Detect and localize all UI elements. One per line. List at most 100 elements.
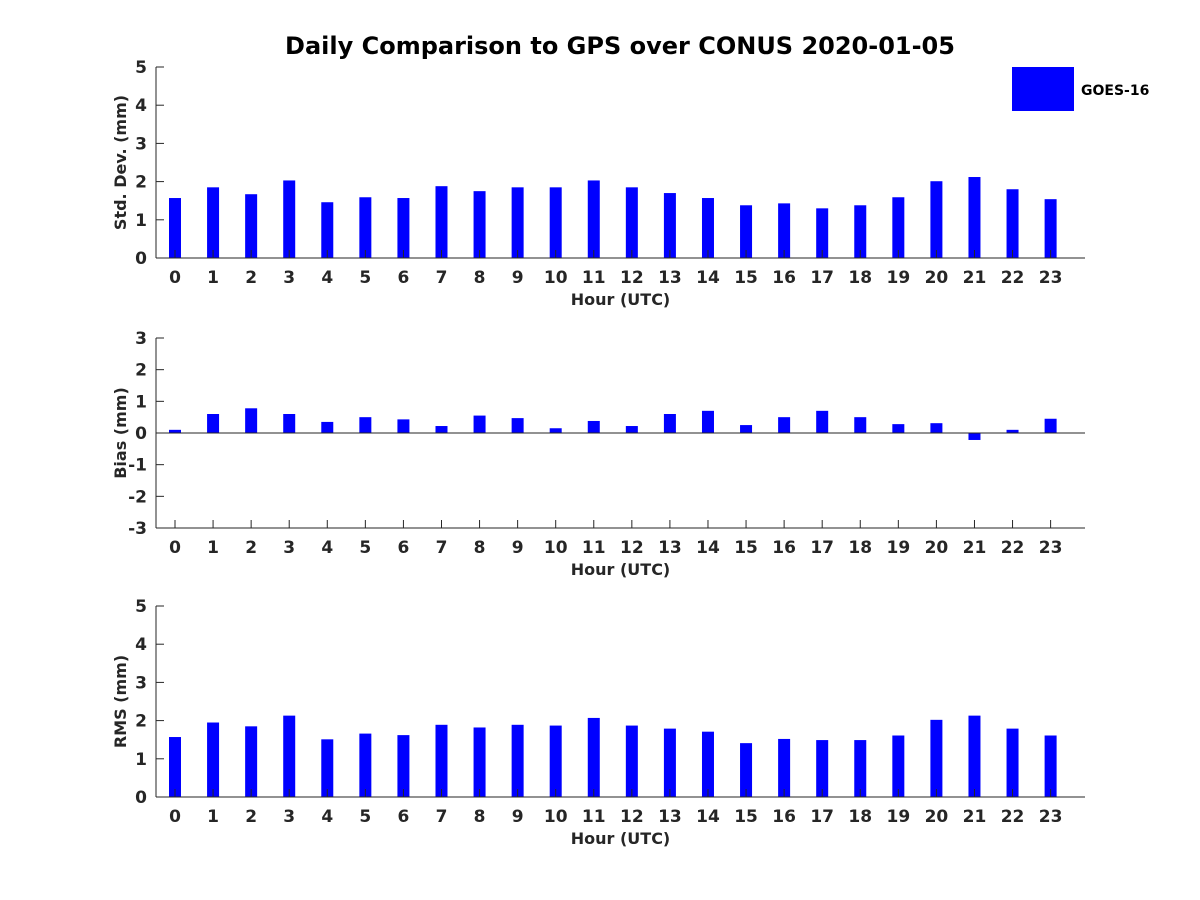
bar-hour-3 [283, 414, 296, 433]
x-tick-label: 16 [772, 268, 796, 288]
x-tick-label: 12 [620, 807, 644, 827]
x-tick-label: 7 [436, 538, 448, 558]
y-tick-label: 0 [135, 424, 147, 444]
bar-hour-4 [321, 739, 334, 797]
x-tick-label: 3 [283, 538, 295, 558]
x-tick-label: 21 [963, 538, 987, 558]
bar-hour-16 [778, 738, 791, 797]
bar-hour-15 [740, 743, 753, 797]
bar-hour-10 [549, 187, 562, 258]
bar-hour-7 [435, 426, 448, 433]
x-tick-label: 19 [886, 268, 910, 288]
x-tick-label: 12 [620, 538, 644, 558]
legend-label: GOES-16 [1081, 83, 1149, 99]
x-tick-label: 3 [283, 807, 295, 827]
y-tick-label: 4 [135, 635, 147, 655]
x-tick-label: 19 [886, 807, 910, 827]
x-tick-label: 17 [810, 807, 834, 827]
x-tick-label: 2 [245, 268, 257, 288]
bar-hour-18 [854, 417, 867, 433]
x-tick-label: 1 [207, 268, 219, 288]
bar-hour-17 [816, 410, 829, 433]
bar-hour-17 [816, 208, 829, 258]
x-tick-label: 14 [696, 268, 720, 288]
bar-hour-2 [245, 408, 258, 433]
bar-hour-9 [511, 724, 524, 797]
x-tick-label: 10 [544, 268, 568, 288]
x-tick-label: 22 [1001, 807, 1025, 827]
x-tick-label: 14 [696, 538, 720, 558]
y-tick-label: -2 [128, 487, 147, 507]
x-tick-label: 15 [734, 807, 758, 827]
x-tick-label: 5 [359, 807, 371, 827]
bar-hour-8 [473, 727, 486, 797]
x-tick-label: 13 [658, 268, 682, 288]
x-tick-label: 16 [772, 807, 796, 827]
bar-hour-11 [587, 717, 600, 797]
bar-hour-1 [207, 414, 220, 433]
bar-hour-7 [435, 186, 448, 258]
y-tick-label: 5 [135, 58, 147, 78]
bar-hour-3 [283, 715, 296, 797]
bar-hour-14 [701, 731, 714, 797]
y-tick-label: 3 [135, 673, 147, 693]
x-tick-label: 11 [582, 807, 606, 827]
x-tick-label: 4 [321, 538, 333, 558]
bar-hour-12 [625, 725, 638, 797]
bar-hour-20 [930, 423, 943, 433]
x-tick-label: 9 [512, 268, 524, 288]
x-tick-label: 2 [245, 807, 257, 827]
x-tick-label: 10 [544, 807, 568, 827]
bar-hour-22 [1006, 189, 1019, 258]
bar-hour-23 [1044, 735, 1057, 797]
x-tick-label: 23 [1039, 538, 1063, 558]
x-tick-label: 5 [359, 268, 371, 288]
y-tick-label: 3 [135, 329, 147, 349]
bar-hour-13 [663, 728, 676, 797]
y-tick-label: 2 [135, 712, 147, 732]
bar-hour-18 [854, 205, 867, 258]
x-tick-label: 6 [397, 538, 409, 558]
x-tick-label: 8 [474, 268, 486, 288]
bar-hour-4 [321, 202, 334, 258]
bar-hour-13 [663, 414, 676, 433]
x-tick-label: 6 [397, 268, 409, 288]
y-tick-label: -1 [128, 456, 147, 476]
bar-hour-0 [169, 429, 181, 433]
x-tick-label: 19 [886, 538, 910, 558]
bar-hour-21 [968, 715, 981, 797]
x-tick-label: 23 [1039, 268, 1063, 288]
x-tick-label: 15 [734, 538, 758, 558]
x-tick-label: 9 [512, 807, 524, 827]
x-tick-label: 10 [544, 538, 568, 558]
bar-hour-3 [283, 180, 296, 258]
x-tick-label: 11 [582, 538, 606, 558]
bar-hour-17 [816, 740, 829, 797]
bar-hour-15 [740, 205, 753, 258]
x-tick-label: 18 [848, 538, 872, 558]
x-tick-label: 23 [1039, 807, 1063, 827]
bar-hour-13 [663, 193, 676, 258]
legend: GOES-16 [1012, 67, 1149, 111]
bar-hour-16 [778, 203, 791, 258]
x-tick-label: 4 [321, 268, 333, 288]
x-axis-label: Hour (UTC) [571, 829, 671, 848]
y-tick-label: 0 [135, 249, 147, 269]
bar-hour-14 [701, 410, 714, 433]
y-tick-label: 3 [135, 134, 147, 154]
bar-hour-9 [511, 187, 524, 258]
x-tick-label: 1 [207, 538, 219, 558]
x-tick-label: 8 [474, 538, 486, 558]
x-tick-label: 20 [925, 538, 949, 558]
bar-hour-22 [1006, 728, 1019, 797]
x-tick-label: 17 [810, 538, 834, 558]
bar-hour-12 [625, 187, 638, 258]
bar-hour-2 [245, 194, 258, 258]
x-tick-label: 13 [658, 538, 682, 558]
legend-swatch [1012, 67, 1074, 111]
bar-hour-19 [892, 424, 905, 433]
x-tick-label: 5 [359, 538, 371, 558]
x-tick-label: 0 [169, 538, 181, 558]
bar-hour-15 [740, 425, 753, 433]
